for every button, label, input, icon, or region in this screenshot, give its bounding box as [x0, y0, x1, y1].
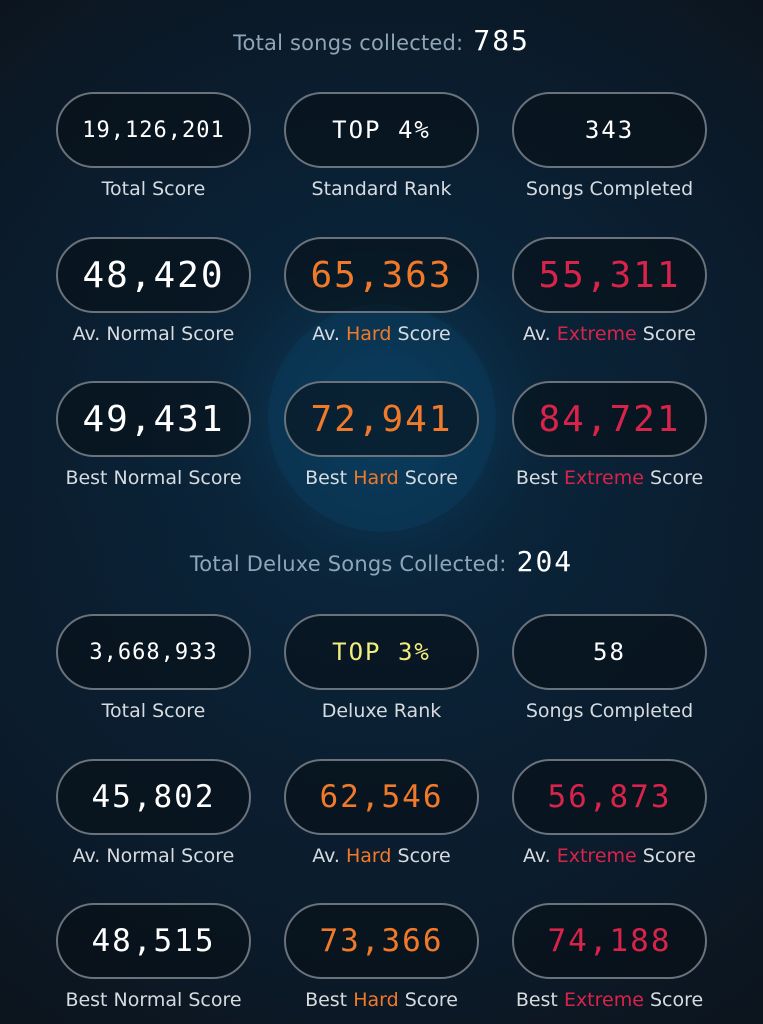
- deluxe-songs-completed-value: 58: [512, 614, 707, 690]
- deluxe-av-extreme-stat: 56,873 Av. Extreme Score: [512, 759, 707, 867]
- total-songs-header: Total songs collected: 785: [0, 24, 763, 57]
- standard-total-score-value: 19,126,201: [56, 92, 251, 168]
- standard-songs-completed-stat: 343 Songs Completed: [512, 92, 707, 200]
- total-deluxe-songs-header: Total Deluxe Songs Collected: 204: [0, 545, 763, 578]
- standard-songs-completed-value: 343: [512, 92, 707, 168]
- deluxe-songs-completed-caption: Songs Completed: [525, 700, 694, 722]
- total-deluxe-songs-label: Total Deluxe Songs Collected:: [189, 552, 507, 576]
- deluxe-best-normal-stat: 48,515 Best Normal Score: [56, 903, 251, 1011]
- standard-best-normal-value: 49,431: [56, 381, 251, 457]
- deluxe-best-extreme-value: 74,188: [512, 903, 707, 979]
- deluxe-total-score-stat: 3,668,933 Total Score: [56, 614, 251, 722]
- deluxe-best-hard-stat: 73,366 Best Hard Score: [284, 903, 479, 1011]
- deluxe-rank-value: TOP 3%: [284, 614, 479, 690]
- standard-best-normal-caption: Best Normal Score: [65, 467, 242, 489]
- deluxe-av-hard-stat: 62,546 Av. Hard Score: [284, 759, 479, 867]
- standard-best-hard-caption: Best Hard Score: [305, 467, 458, 489]
- standard-av-normal-caption: Av. Normal Score: [72, 323, 235, 345]
- deluxe-av-normal-stat: 45,802 Av. Normal Score: [56, 759, 251, 867]
- standard-av-normal-stat: 48,420 Av. Normal Score: [56, 237, 251, 345]
- deluxe-best-normal-caption: Best Normal Score: [65, 989, 242, 1011]
- standard-best-extreme-caption: Best Extreme Score: [515, 467, 704, 489]
- standard-best-hard-stat: 72,941 Best Hard Score: [284, 381, 479, 489]
- standard-best-normal-stat: 49,431 Best Normal Score: [56, 381, 251, 489]
- deluxe-best-hard-caption: Best Hard Score: [305, 989, 458, 1011]
- standard-best-extreme-value: 84,721: [512, 381, 707, 457]
- deluxe-av-hard-caption: Av. Hard Score: [312, 845, 451, 867]
- deluxe-rank-stat: TOP 3% Deluxe Rank: [284, 614, 479, 722]
- standard-songs-completed-caption: Songs Completed: [525, 178, 694, 200]
- standard-rank-caption: Standard Rank: [311, 178, 452, 200]
- deluxe-songs-completed-stat: 58 Songs Completed: [512, 614, 707, 722]
- deluxe-best-extreme-stat: 74,188 Best Extreme Score: [512, 903, 707, 1011]
- deluxe-av-extreme-value: 56,873: [512, 759, 707, 835]
- standard-total-score-stat: 19,126,201 Total Score: [56, 92, 251, 200]
- deluxe-best-extreme-caption: Best Extreme Score: [515, 989, 704, 1011]
- standard-best-hard-value: 72,941: [284, 381, 479, 457]
- deluxe-av-normal-caption: Av. Normal Score: [72, 845, 235, 867]
- deluxe-av-hard-value: 62,546: [284, 759, 479, 835]
- deluxe-rank-caption: Deluxe Rank: [321, 700, 442, 722]
- deluxe-best-normal-value: 48,515: [56, 903, 251, 979]
- standard-av-hard-caption: Av. Hard Score: [312, 323, 451, 345]
- standard-av-hard-stat: 65,363 Av. Hard Score: [284, 237, 479, 345]
- total-songs-value: 785: [473, 24, 530, 57]
- deluxe-total-score-caption: Total Score: [101, 700, 206, 722]
- standard-total-score-caption: Total Score: [101, 178, 206, 200]
- total-deluxe-songs-value: 204: [516, 545, 574, 578]
- total-songs-label: Total songs collected:: [233, 31, 464, 55]
- standard-rank-stat: TOP 4% Standard Rank: [284, 92, 479, 200]
- deluxe-total-score-value: 3,668,933: [56, 614, 251, 690]
- standard-av-extreme-value: 55,311: [512, 237, 707, 313]
- standard-rank-value: TOP 4%: [284, 92, 479, 168]
- deluxe-av-normal-value: 45,802: [56, 759, 251, 835]
- standard-av-extreme-caption: Av. Extreme Score: [523, 323, 696, 345]
- standard-av-normal-value: 48,420: [56, 237, 251, 313]
- standard-av-extreme-stat: 55,311 Av. Extreme Score: [512, 237, 707, 345]
- deluxe-av-extreme-caption: Av. Extreme Score: [523, 845, 696, 867]
- standard-av-hard-value: 65,363: [284, 237, 479, 313]
- standard-best-extreme-stat: 84,721 Best Extreme Score: [512, 381, 707, 489]
- deluxe-best-hard-value: 73,366: [284, 903, 479, 979]
